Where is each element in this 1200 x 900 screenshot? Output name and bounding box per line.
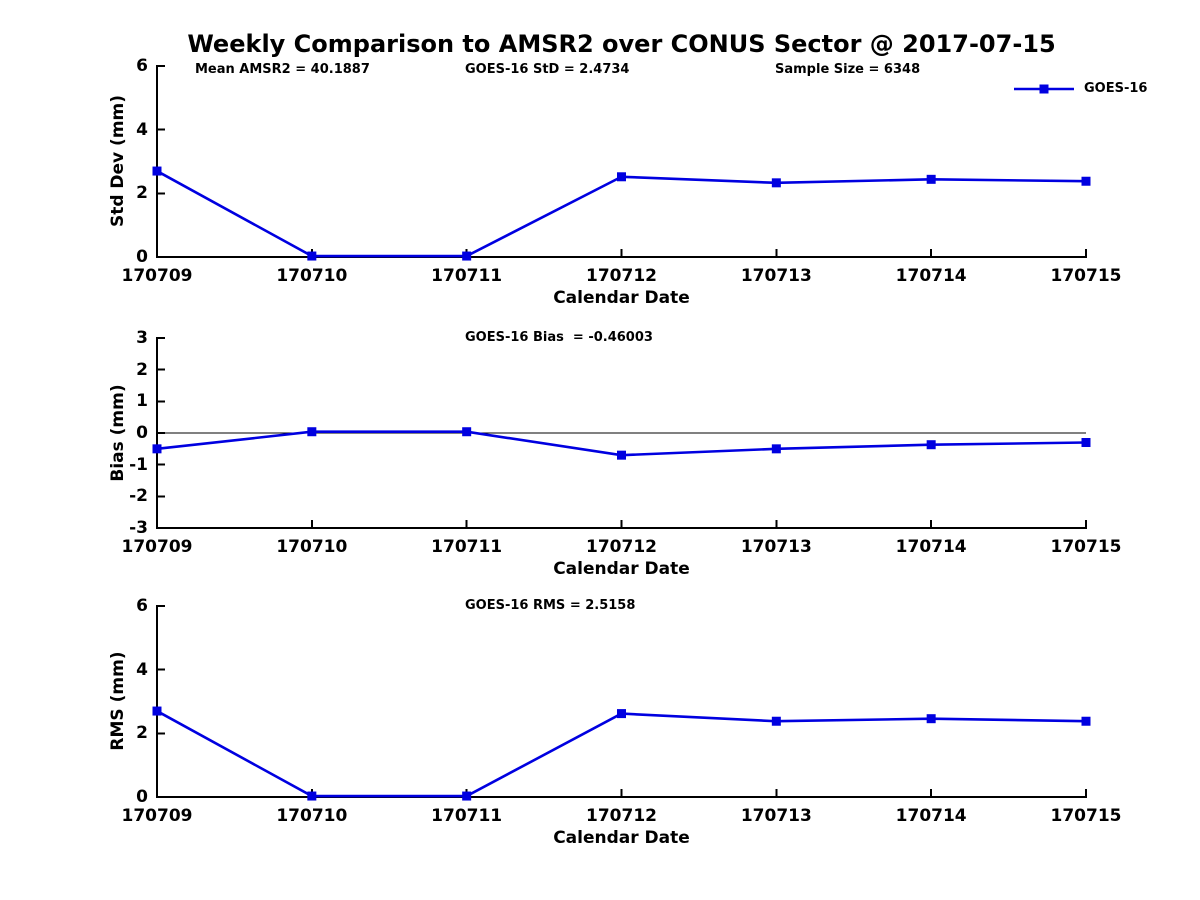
- rms-marker: [771, 716, 781, 726]
- annotation-goes16-bias: GOES-16 Bias = -0.46003: [465, 330, 653, 345]
- x-tick-label: 170712: [586, 537, 657, 557]
- bias-marker: [152, 444, 162, 454]
- bias-marker: [1081, 438, 1091, 447]
- annotation-goes16-rms: GOES-16 RMS = 2.5158: [465, 598, 636, 613]
- std-dev-line: [156, 169, 1087, 258]
- x-tick-label: 170709: [121, 806, 193, 826]
- x-tick-label: 170714: [895, 537, 967, 557]
- x-tick-label: 170712: [586, 806, 657, 826]
- x-tick-label: 170715: [1050, 266, 1122, 286]
- y-tick-label: 4: [136, 659, 148, 680]
- y-tick-label: 0: [136, 423, 148, 443]
- rms-marker: [152, 706, 162, 716]
- x-tick-label: 170713: [740, 806, 812, 826]
- legend-marker: [1039, 84, 1049, 94]
- x-tick-label: 170714: [895, 266, 967, 286]
- y-tick-label: 2: [136, 723, 148, 744]
- rms-marker: [1081, 716, 1091, 726]
- rms-marker: [617, 709, 626, 719]
- rms-marker: [462, 791, 472, 801]
- x-tick-label: 170711: [431, 806, 503, 826]
- y-tick-label: 2: [136, 359, 148, 380]
- x-axis-label-calendar-date-3: Calendar Date: [553, 828, 690, 848]
- annotation-sample-size: Sample Size = 6348: [775, 62, 921, 77]
- x-tick-label: 170711: [431, 266, 503, 286]
- x-tick-label: 170710: [276, 537, 348, 557]
- annotation-goes16-std: GOES-16 StD = 2.4734: [465, 62, 630, 77]
- std-dev-marker: [771, 178, 781, 188]
- x-tick-label: 170715: [1050, 537, 1122, 557]
- std-dev-marker: [1081, 176, 1091, 186]
- rms-marker: [307, 791, 317, 801]
- y-tick-label: -1: [129, 454, 148, 475]
- bias-marker: [617, 450, 626, 460]
- x-tick-label: 170709: [121, 266, 193, 286]
- x-axis-label-calendar-date-2: Calendar Date: [553, 559, 690, 579]
- figure-title: Weekly Comparison to AMSR2 over CONUS Se…: [187, 30, 1056, 58]
- bias-marker: [771, 444, 781, 454]
- std-dev-marker: [152, 166, 162, 176]
- x-tick-label: 170715: [1050, 806, 1122, 826]
- y-tick-label: 0: [136, 787, 148, 807]
- x-tick-label: 170711: [431, 537, 503, 557]
- y-tick-label: 4: [136, 119, 148, 140]
- x-tick-label: 170710: [276, 266, 348, 286]
- x-axis-label-calendar-date-1: Calendar Date: [553, 288, 690, 308]
- x-tick-label: 170713: [740, 537, 812, 557]
- y-tick-label: 3: [136, 328, 148, 348]
- rms-line: [156, 709, 1087, 798]
- y-tick-label: 2: [136, 183, 148, 204]
- rms-marker: [926, 714, 936, 724]
- std-dev-marker: [926, 174, 936, 184]
- bias-marker: [926, 440, 936, 450]
- y-tick-label: 0: [136, 247, 148, 267]
- bias-marker: [462, 427, 472, 437]
- y-tick-label: 6: [136, 596, 148, 616]
- y-tick-label: -3: [129, 518, 148, 538]
- y-tick-label: -2: [129, 486, 148, 507]
- x-tick-label: 170710: [276, 806, 348, 826]
- annotation-mean-amsr2: Mean AMSR2 = 40.1887: [195, 62, 370, 77]
- std-dev-marker: [307, 251, 317, 261]
- std-dev-marker: [617, 172, 626, 182]
- x-tick-label: 170713: [740, 266, 812, 286]
- x-tick-label: 170709: [121, 537, 193, 557]
- std-dev-marker: [462, 251, 472, 261]
- y-tick-label: 6: [136, 56, 148, 76]
- bias-marker: [307, 427, 317, 437]
- x-tick-label: 170712: [586, 266, 657, 286]
- y-tick-label: 1: [136, 391, 148, 412]
- legend-label-goes16: GOES-16: [1084, 81, 1148, 96]
- x-tick-label: 170714: [895, 806, 967, 826]
